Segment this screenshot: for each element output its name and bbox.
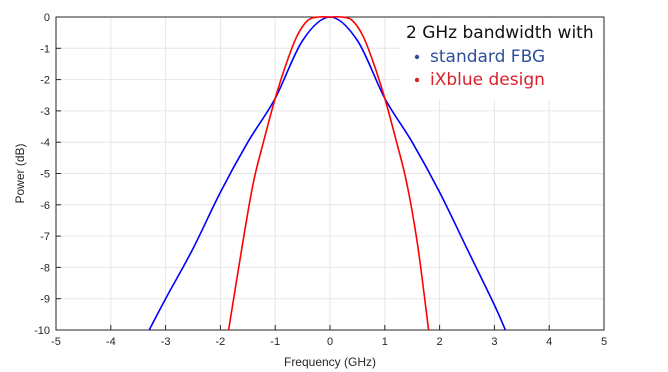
legend-title: 2 GHz bandwidth with xyxy=(406,23,594,43)
y-tick-label: -3 xyxy=(40,106,50,118)
y-tick-label: 0 xyxy=(44,12,50,24)
y-tick-label: -1 xyxy=(40,43,50,55)
x-tick-label: -2 xyxy=(216,336,226,348)
y-tick-label: -7 xyxy=(40,231,50,243)
legend-bullet-standard-fbg xyxy=(414,54,420,60)
x-tick-label: 2 xyxy=(437,336,443,348)
x-tick-label: 1 xyxy=(382,336,388,348)
legend-entry-ixblue-design: iXblue design xyxy=(430,70,545,90)
x-tick-label: -4 xyxy=(106,336,116,348)
x-tick-label: -5 xyxy=(51,336,61,348)
series-line-ixblue-design xyxy=(227,15,430,331)
y-tick-label: -9 xyxy=(40,294,50,306)
x-tick-label: 5 xyxy=(601,336,607,348)
y-tick-label: -8 xyxy=(40,262,50,274)
x-axis-title: Frequency (GHz) xyxy=(284,355,376,369)
y-tick-label: -6 xyxy=(40,200,50,212)
x-tick-label: -1 xyxy=(270,336,280,348)
legend-entry-standard-fbg: standard FBG xyxy=(430,47,545,67)
legend-background xyxy=(400,18,603,100)
x-tick-label: 0 xyxy=(327,336,333,348)
series-lines xyxy=(148,15,507,331)
axis-ticks: -5 -4 -3 -2 -1 0 1 2 3 4 50-1-2-3-4-5-6-7-8-9-10 xyxy=(34,12,607,348)
y-tick-label: -5 xyxy=(40,169,50,181)
y-tick-label: -2 xyxy=(40,75,50,87)
x-tick-label: 4 xyxy=(546,336,552,348)
x-tick-label: 3 xyxy=(491,336,497,348)
x-tick-label: -3 xyxy=(161,336,171,348)
y-tick-label: -10 xyxy=(34,325,50,337)
y-tick-label: -4 xyxy=(40,137,50,149)
legend: 2 GHz bandwidth with standard FBG iXblue… xyxy=(400,18,603,100)
legend-bullet-ixblue-design xyxy=(414,77,420,83)
y-axis-title: Power (dB) xyxy=(13,143,27,203)
